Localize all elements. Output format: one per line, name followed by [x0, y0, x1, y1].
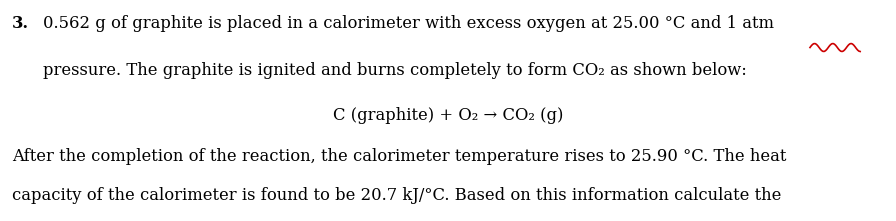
Text: capacity of the calorimeter is found to be 20.7 kJ/°C. Based on this information: capacity of the calorimeter is found to … — [12, 187, 781, 204]
Text: pressure. The graphite is ignited and burns completely to form CO₂ as shown belo: pressure. The graphite is ignited and bu… — [43, 62, 747, 79]
Text: After the completion of the reaction, the calorimeter temperature rises to 25.90: After the completion of the reaction, th… — [12, 148, 786, 165]
Text: 0.562 g of graphite is placed in a calorimeter with excess oxygen at 25.00 °C an: 0.562 g of graphite is placed in a calor… — [43, 15, 774, 32]
Text: C (graphite) + O₂ → CO₂ (g): C (graphite) + O₂ → CO₂ (g) — [332, 107, 564, 124]
Text: 3.: 3. — [12, 15, 29, 32]
